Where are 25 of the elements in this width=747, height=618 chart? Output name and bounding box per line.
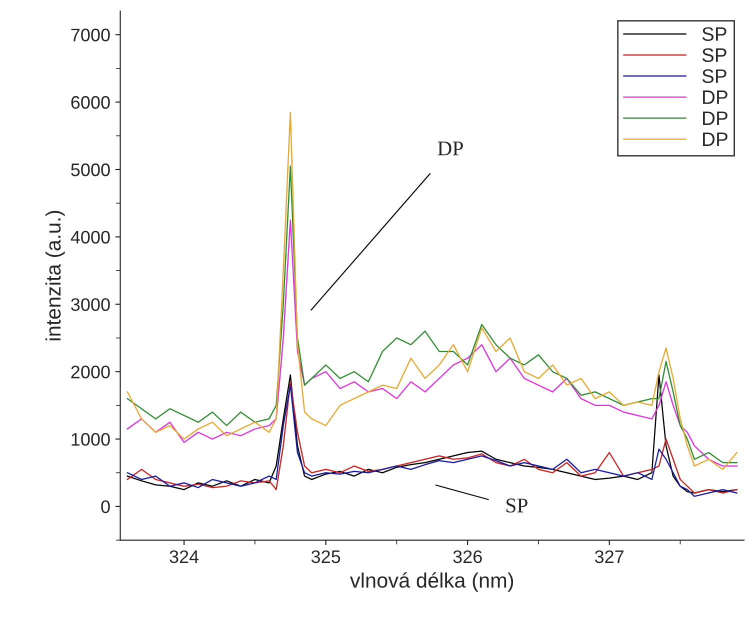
y-tick-label: 3000: [71, 298, 110, 311]
legend-label: DP: [703, 112, 728, 125]
y-tick-label: 6000: [71, 96, 110, 109]
legend-label: DP: [703, 90, 728, 104]
legend-label: SP: [702, 48, 726, 62]
y-tick-label: 5000: [71, 163, 110, 176]
legend-label: DP: [703, 132, 728, 146]
line-series: [126, 112, 738, 470]
x-tick-label: 325: [311, 550, 340, 564]
legend-label: SP: [702, 69, 726, 84]
x-tick-label: 324: [170, 550, 199, 564]
x-tick-label: 326: [453, 550, 482, 564]
line-series: [126, 165, 738, 464]
annotation: SP: [506, 498, 528, 513]
y-tick-label: 0: [101, 500, 110, 514]
x-axis-title: vlnová délka (nm): [350, 572, 514, 592]
annotation: DP: [438, 142, 463, 156]
y-tick-label: 2000: [71, 366, 110, 378]
legend-label: SP: [702, 27, 726, 41]
y-axis-title: intenzita (a.u.): [45, 210, 65, 340]
y-tick-label: 7000: [71, 28, 110, 42]
line-series: [126, 219, 738, 467]
y-tick-label: 1000: [72, 432, 110, 446]
y-tick-label: 4000: [70, 230, 110, 244]
x-tick-label: 327: [594, 550, 624, 564]
